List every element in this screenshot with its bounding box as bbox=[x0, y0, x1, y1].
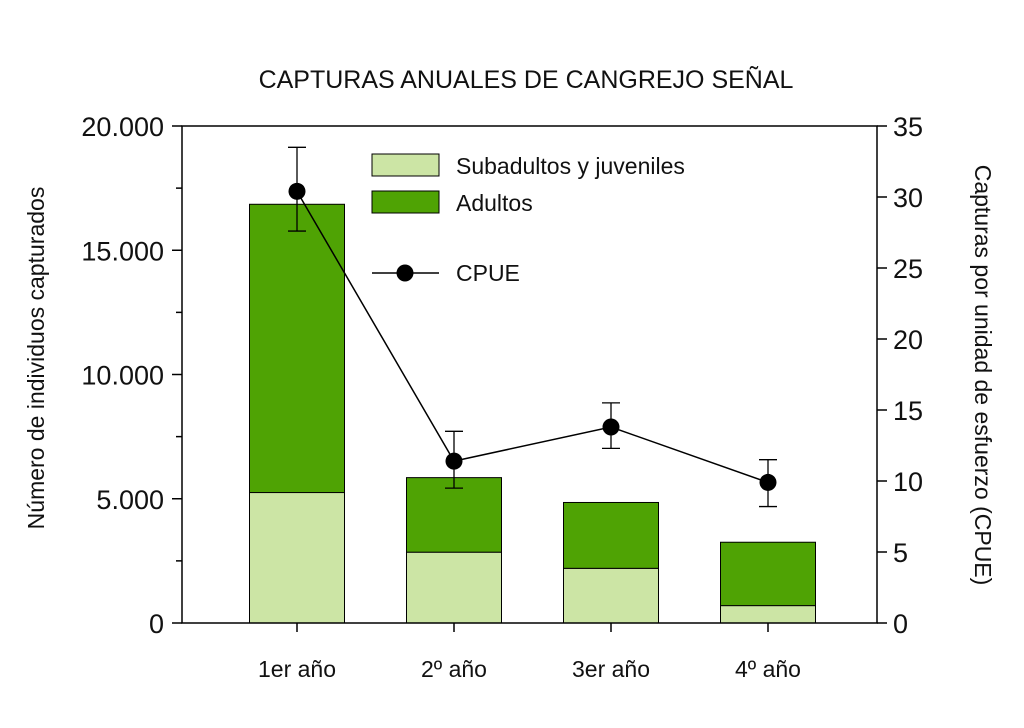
y2-axis-label: Capturas por unidad de esfuerzo (CPUE) bbox=[970, 165, 996, 586]
y2-tick-label-2: 10 bbox=[893, 467, 923, 497]
cpue-point-4 bbox=[759, 473, 777, 491]
legend-label-adultos: Adultos bbox=[456, 190, 533, 216]
y-tick-label-4: 20.000 bbox=[81, 112, 164, 142]
legend-label-subadultos: Subadultos y juveniles bbox=[456, 153, 685, 179]
bar-adultos-4 bbox=[720, 541, 816, 607]
y2-tick-label-3: 15 bbox=[893, 396, 923, 426]
y2-tick-label-0: 0 bbox=[893, 609, 908, 639]
x-tick-label-3: 3er año bbox=[572, 656, 650, 682]
cpue-line bbox=[296, 190, 769, 484]
right-axis: 0 5 10 15 20 25 30 35 bbox=[877, 112, 923, 639]
bars-group bbox=[249, 203, 816, 624]
left-axis: 0 5.000 10.000 15.000 20.000 bbox=[81, 112, 182, 639]
legend-swatch-subadultos bbox=[371, 153, 440, 177]
legend-marker-cpue bbox=[396, 264, 414, 282]
y2-tick-label-4: 20 bbox=[893, 325, 923, 355]
x-tick-label-4: 4º año bbox=[735, 656, 801, 682]
chart-title: CAPTURAS ANUALES DE CANGREJO SEÑAL bbox=[259, 65, 794, 94]
cpue-line-group bbox=[288, 146, 777, 508]
bar-subadultos-3 bbox=[563, 567, 659, 624]
y-tick-label-0: 0 bbox=[149, 609, 164, 639]
bar-subadultos-2 bbox=[406, 551, 502, 624]
y2-tick-label-6: 30 bbox=[893, 183, 923, 213]
bar-adultos-3 bbox=[563, 501, 659, 569]
bar-subadultos-1 bbox=[249, 492, 345, 624]
cpue-point-1 bbox=[288, 182, 306, 200]
x-tick-label-2: 2º año bbox=[421, 656, 487, 682]
bar-adultos-1 bbox=[249, 203, 345, 494]
y-tick-label-1: 5.000 bbox=[96, 485, 164, 515]
y2-tick-label-7: 35 bbox=[893, 112, 923, 142]
y2-tick-label-1: 5 bbox=[893, 538, 908, 568]
cpue-point-3 bbox=[602, 418, 620, 436]
y-axis-label: Número de individuos capturados bbox=[23, 187, 49, 530]
x-tick-label-1: 1er año bbox=[258, 656, 336, 682]
y2-tick-label-5: 25 bbox=[893, 254, 923, 284]
cpue-point-2 bbox=[445, 452, 463, 470]
bar-adultos-2 bbox=[406, 477, 502, 553]
y-tick-label-3: 15.000 bbox=[81, 236, 164, 266]
legend-swatch-adultos bbox=[371, 190, 440, 214]
legend: Subadultos y juveniles Adultos CPUE bbox=[371, 153, 685, 286]
x-axis: 1er año 2º año 3er año 4º año bbox=[258, 623, 801, 682]
legend-label-cpue: CPUE bbox=[456, 260, 520, 286]
bar-subadultos-4 bbox=[720, 605, 816, 624]
y-tick-label-2: 10.000 bbox=[81, 361, 164, 391]
